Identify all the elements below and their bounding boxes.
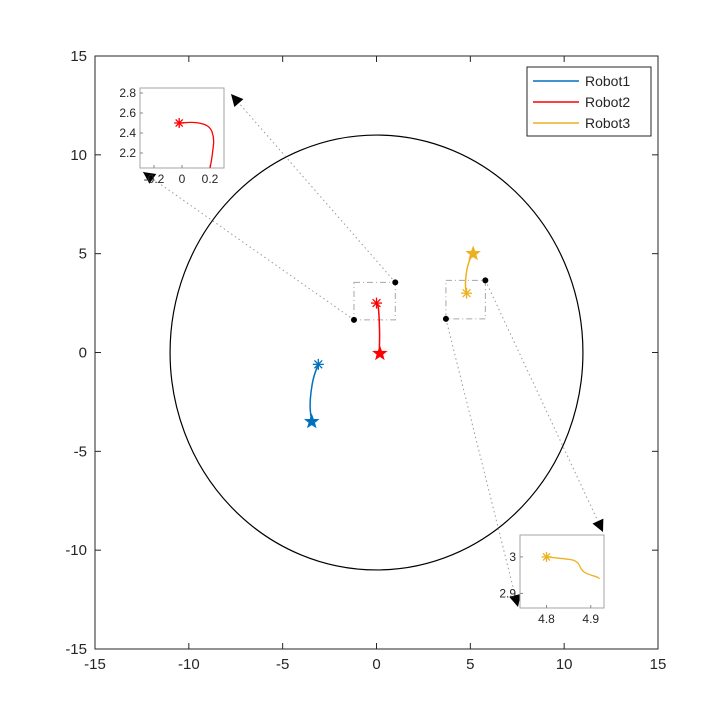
end-marker-robot2 [372, 345, 388, 361]
legend-label-robot1: Robot1 [585, 73, 630, 89]
x-tick-label: 5 [466, 656, 474, 673]
inset-x-tick-label: 4.9 [582, 612, 599, 626]
connector-anchor-2 [350, 316, 357, 323]
inset-start-marker-stroke [542, 552, 551, 561]
inset-x-tick-label: 4.8 [538, 612, 555, 626]
x-tick-label: 15 [650, 656, 667, 673]
inset-frame [139, 87, 225, 169]
boundary-circle [169, 134, 584, 571]
connector-anchor-4 [442, 315, 449, 322]
inset-y-tick-label: 2.9 [499, 586, 516, 600]
start-marker-robot2-stroke [372, 298, 381, 308]
zoom-connectors [142, 93, 604, 608]
trajectory-robot1 [309, 364, 320, 422]
inset-robot3: 4.8 4.9 2.9 3 [499, 534, 605, 626]
inset-start-marker [174, 118, 185, 128]
y-tick-label: 0 [79, 345, 87, 362]
end-marker-robot1 [304, 413, 320, 429]
y-tick-label: -10 [65, 542, 87, 559]
connector-anchor-1 [392, 279, 399, 286]
connector-arrow-4 [509, 593, 521, 607]
x-tick-label: 10 [556, 656, 573, 673]
inset-start-marker-stroke [175, 119, 184, 127]
inset-frame [519, 534, 605, 609]
connector-anchor-3 [482, 277, 489, 284]
connector-arrow-3 [592, 518, 604, 532]
y-tick-label: -15 [65, 641, 87, 658]
y-tick-label: 10 [70, 147, 87, 164]
inset-y-tick-label: 2.6 [119, 106, 136, 120]
inset-start-marker [541, 551, 552, 562]
inset-robot2: -0.2 0 0.2 2.2 2.4 2.6 2.8 [119, 86, 225, 186]
x-tick-label: 0 [372, 656, 380, 673]
connector-line-3 [484, 280, 604, 533]
inset-x-tick-label: 0 [179, 172, 186, 186]
x-tick-label: -15 [84, 656, 106, 673]
inset-x-tick-label: -0.2 [144, 172, 165, 186]
y-tick-label: 15 [70, 48, 87, 65]
legend: Robot1 Robot2 Robot3 [526, 66, 652, 137]
legend-label-robot3: Robot3 [585, 115, 630, 131]
x-tick-label: -10 [178, 656, 200, 673]
inset-trajectory [546, 556, 600, 580]
start-marker-robot2 [371, 297, 382, 309]
inset-x-tick-label: 0.2 [202, 172, 219, 186]
inset-y-tick-label: 2.4 [119, 126, 136, 140]
connector-arrow-1 [231, 94, 244, 107]
inset-y-tick-label: 2.8 [119, 86, 136, 100]
inset-y-tick-label: 3 [509, 550, 516, 564]
y-tick-label: -5 [74, 443, 87, 460]
legend-label-robot2: Robot2 [585, 94, 630, 110]
end-marker-robot3 [465, 245, 481, 261]
connector-line-1 [230, 93, 396, 283]
start-marker-robot1 [312, 358, 324, 370]
start-marker-robot3-stroke [462, 288, 471, 298]
inset-trajectory [179, 121, 215, 169]
connector-arrow-2 [143, 172, 157, 184]
inset-y-tick-label: 2.2 [119, 146, 136, 160]
start-marker-robot1-stroke [313, 360, 323, 369]
x-tick-label: -5 [276, 656, 289, 673]
start-marker-robot3 [461, 287, 473, 299]
y-tick-label: 5 [79, 246, 87, 263]
